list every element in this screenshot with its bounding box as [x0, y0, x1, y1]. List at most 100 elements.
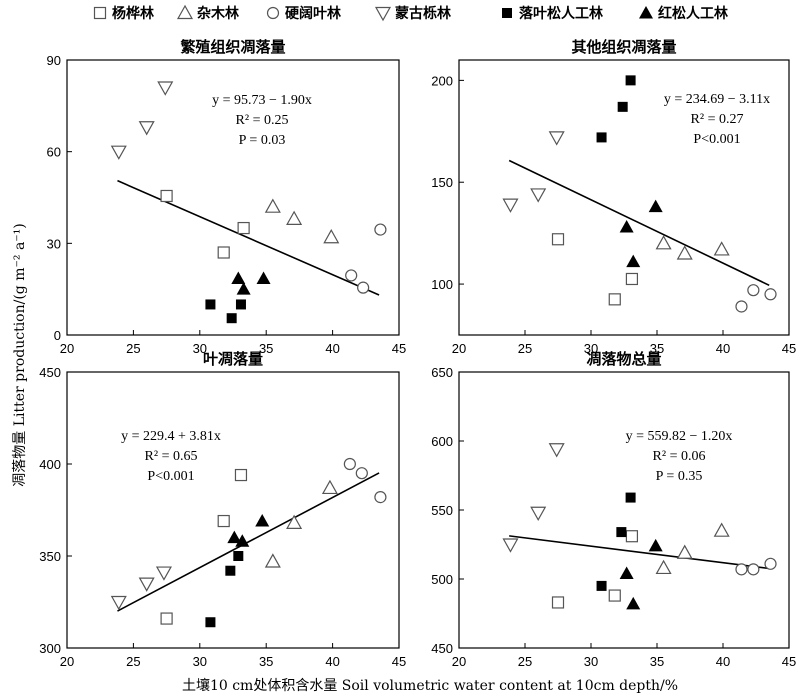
x-tick-label: 40: [325, 654, 339, 669]
data-point: [110, 145, 127, 160]
data-point: [323, 228, 340, 244]
data-point: [255, 514, 270, 527]
panel-4: 20 25 30 35 40 45 450 500 550 600 650 凋落物总量 y = 559.…: [431, 350, 796, 669]
data-point: [235, 534, 250, 547]
regression-line: [509, 535, 770, 570]
x-tick-label: 30: [584, 654, 598, 669]
data-point: [225, 565, 236, 576]
data-point: [227, 530, 242, 544]
x-tick-label: 35: [259, 341, 273, 356]
data-point: [286, 514, 303, 529]
data-point: [155, 566, 172, 581]
equation-p: P<0.001: [147, 469, 194, 484]
data-point: [735, 563, 748, 576]
legend-marker-open-square: [93, 6, 107, 20]
data-point: [355, 467, 368, 480]
series-open-triangle-up: [264, 479, 338, 568]
y-tick-label: 600: [431, 434, 453, 449]
data-point: [345, 269, 358, 282]
x-tick-label: 25: [126, 654, 140, 669]
x-tick-label: 45: [392, 341, 406, 356]
panel-title: 其他组织凋落量: [571, 38, 676, 56]
data-point: [234, 468, 248, 482]
legend-label: 落叶松人工林: [519, 5, 603, 22]
data-point: [343, 457, 356, 471]
data-point: [264, 198, 281, 213]
data-point: [205, 617, 216, 628]
data-point: [625, 492, 636, 503]
x-tick-label: 20: [60, 654, 74, 669]
data-point: [616, 527, 627, 538]
data-point: [619, 220, 634, 233]
data-point: [138, 121, 155, 136]
data-point: [747, 284, 760, 297]
data-point: [530, 506, 547, 521]
y-tick-label: 150: [431, 175, 453, 190]
panel-1: 20 25 30 35 40 45 0 30 60 90 繁殖组织凋落量 y = 95.73 − 1.…: [47, 38, 407, 356]
equation-p: P<0.001: [693, 132, 740, 147]
series-open-triangle-up: [655, 235, 730, 260]
series-open-triangle-down: [110, 566, 172, 611]
series-open-triangle-up: [655, 522, 730, 575]
series-open-triangle-down: [502, 443, 565, 553]
y-tick-label: 60: [47, 145, 61, 160]
legend-item: 蒙古栎林: [374, 5, 451, 22]
legend-item: 红松人工林: [639, 5, 728, 22]
x-tick-label: 20: [452, 654, 466, 669]
data-point: [160, 189, 173, 203]
series-filled-triangle-up: [619, 199, 663, 268]
equation-r2: R² = 0.25: [236, 113, 289, 128]
legend-label: 硬阔叶林: [285, 5, 341, 22]
legend-marker-filled-square: [502, 8, 512, 18]
series-filled-triangle-up: [231, 271, 271, 295]
equation-line1: y = 229.4 + 3.81x: [121, 429, 221, 444]
x-tick-label: 40: [716, 654, 730, 669]
data-point: [502, 538, 519, 553]
series-filled-square: [205, 551, 244, 628]
plot-frame: [66, 371, 400, 649]
x-tick-label: 45: [782, 654, 796, 669]
x-tick-label: 25: [126, 341, 140, 356]
data-point: [530, 188, 547, 203]
data-point: [713, 241, 730, 256]
x-tick-label: 35: [650, 341, 664, 356]
x-tick-label: 30: [193, 654, 207, 669]
panel-title: 叶凋落量: [203, 350, 263, 368]
data-point: [217, 514, 230, 528]
data-point: [502, 198, 519, 213]
y-tick-label: 450: [39, 365, 61, 380]
x-tick-label: 45: [392, 654, 406, 669]
data-point: [655, 559, 672, 575]
plot-frame: [66, 59, 400, 336]
y-tick-label: 400: [39, 457, 61, 472]
data-point: [233, 551, 244, 561]
legend-label: 红松人工林: [658, 5, 728, 22]
panel-title: 繁殖组织凋落量: [179, 38, 285, 56]
data-point: [236, 282, 251, 295]
y-tick-label: 90: [47, 53, 61, 68]
data-point: [625, 272, 639, 286]
equation-line1: y = 95.73 − 1.90x: [212, 93, 312, 108]
series-open-square: [160, 189, 250, 259]
legend-label: 杨桦林: [112, 5, 154, 22]
data-point: [160, 612, 173, 625]
series-open-triangle-down: [110, 81, 174, 160]
series-open-circle: [345, 223, 387, 294]
data-point: [551, 233, 565, 246]
legend-item: 硬阔叶林: [266, 5, 341, 22]
data-point: [548, 443, 565, 458]
plot-frame: [458, 59, 790, 336]
x-tick-label: 25: [518, 654, 532, 669]
data-point: [374, 223, 387, 236]
series-open-square: [160, 468, 248, 625]
x-tick-label: 35: [650, 654, 664, 669]
series-open-square: [551, 530, 639, 609]
x-tick-label: 30: [584, 341, 598, 356]
y-tick-label: 200: [431, 73, 453, 88]
y-tick-label: 0: [54, 328, 61, 343]
data-point: [648, 538, 663, 552]
data-point: [231, 271, 246, 284]
series-filled-square: [596, 75, 636, 143]
legend-marker-open-circle: [266, 6, 280, 20]
